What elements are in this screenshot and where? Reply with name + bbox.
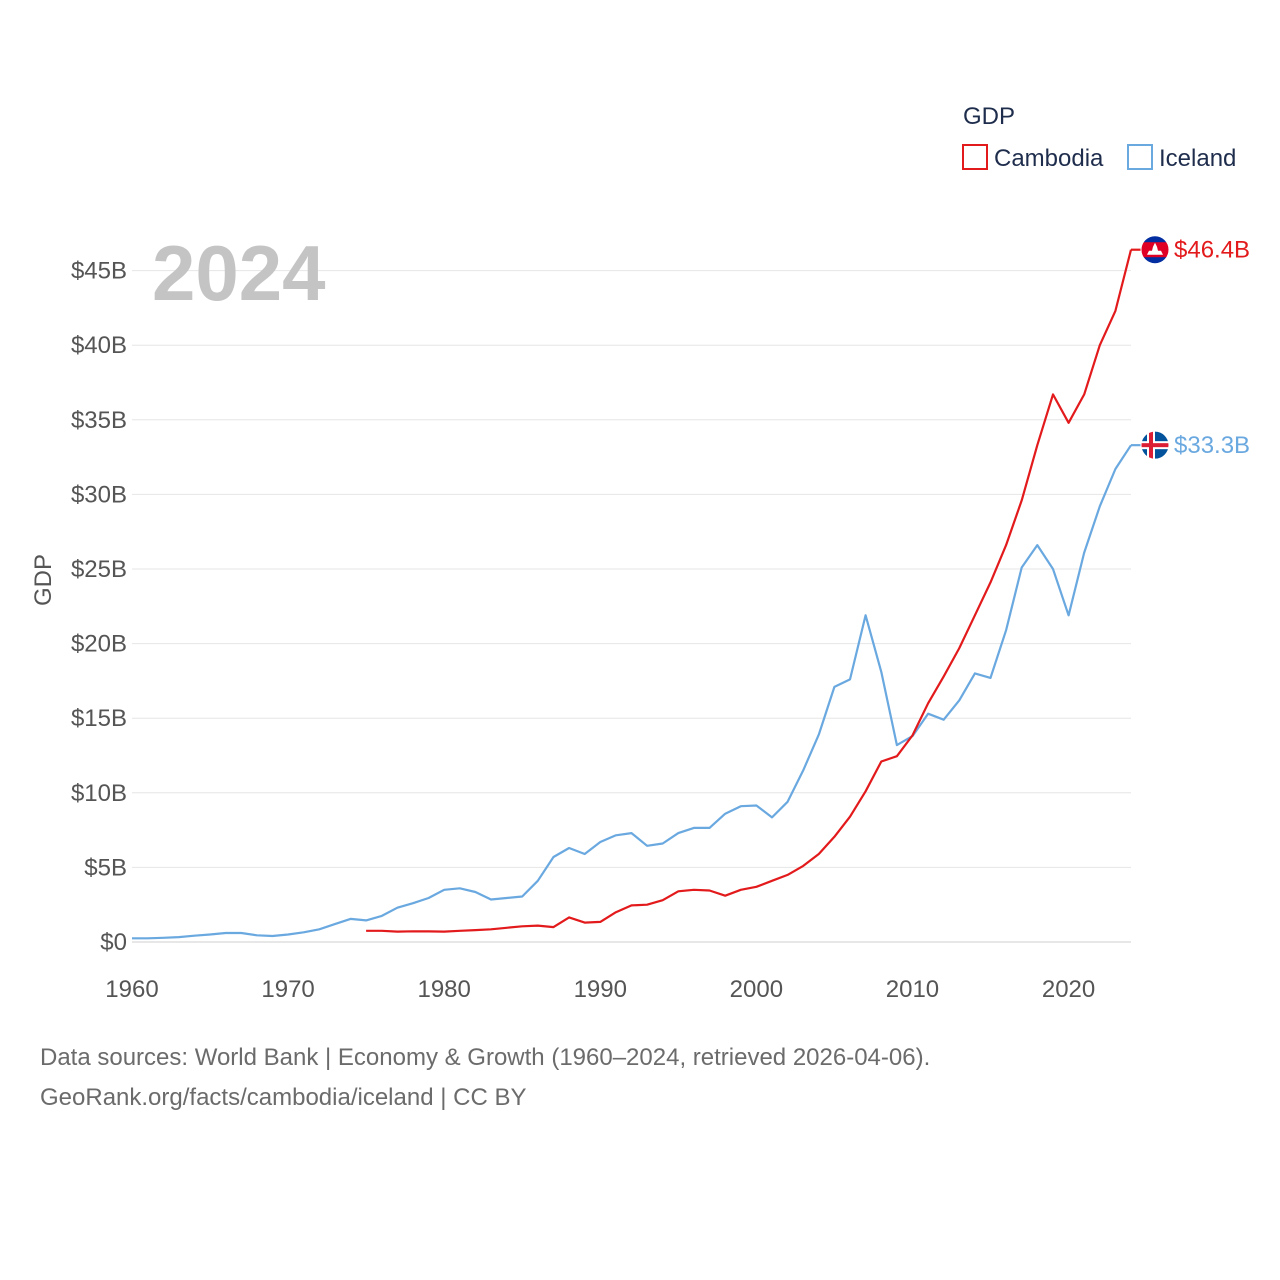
legend-label-cambodia: Cambodia <box>994 145 1104 172</box>
y-tick-label: $35B <box>71 407 127 434</box>
y-axis-label: GDP <box>30 554 57 606</box>
legend-swatch-cambodia <box>962 144 988 170</box>
y-axis-ticks: $0 $5B $10B $15B $20B $25B $30B $35B $40B $45B <box>71 258 127 956</box>
legend-item-iceland[interactable]: Iceland <box>1127 144 1236 172</box>
source-line-2: GeoRank.org/facts/cambodia/iceland | CC … <box>40 1084 527 1111</box>
year-watermark: 2024 <box>152 229 326 317</box>
y-tick-label: $15B <box>71 705 127 732</box>
x-tick-label: 1970 <box>261 976 314 1003</box>
grid-lines <box>132 270 1131 943</box>
x-tick-label: 1960 <box>105 976 158 1003</box>
x-axis-ticks: 1960 1970 1980 1990 2000 2010 2020 <box>105 976 1095 1003</box>
end-label-iceland: $33.3B <box>1174 432 1250 459</box>
y-tick-label: $10B <box>71 780 127 807</box>
legend-item-cambodia[interactable]: Cambodia <box>962 144 1104 172</box>
source-line-1: Data sources: World Bank | Economy & Gro… <box>40 1044 931 1071</box>
x-tick-label: 1990 <box>574 976 627 1003</box>
x-tick-label: 2000 <box>730 976 783 1003</box>
y-tick-label: $5B <box>84 854 127 881</box>
legend-title: GDP <box>963 103 1015 130</box>
x-tick-label: 2020 <box>1042 976 1095 1003</box>
y-tick-label: $45B <box>71 258 127 285</box>
y-tick-label: $40B <box>71 332 127 359</box>
legend: GDP Cambodia Iceland <box>962 103 1236 172</box>
iceland-flag-icon <box>1140 430 1170 460</box>
x-tick-label: 1980 <box>417 976 470 1003</box>
end-label-cambodia: $46.4B <box>1174 237 1250 264</box>
legend-label-iceland: Iceland <box>1159 145 1236 172</box>
cambodia-flag-icon <box>1140 235 1170 265</box>
y-tick-label: $25B <box>71 556 127 583</box>
series-lines <box>132 249 1133 940</box>
y-tick-label: $20B <box>71 631 127 658</box>
y-tick-label: $30B <box>71 481 127 508</box>
y-tick-label: $0 <box>100 929 127 956</box>
legend-swatch-iceland <box>1127 144 1153 170</box>
end-labels: $46.4B $33.3B <box>1131 235 1250 460</box>
series-line-cambodia <box>366 249 1133 933</box>
series-line-iceland <box>132 444 1132 940</box>
x-tick-label: 2010 <box>886 976 939 1003</box>
